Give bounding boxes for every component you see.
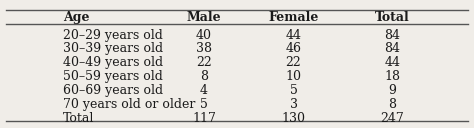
Text: Female: Female — [268, 11, 319, 24]
Text: 3: 3 — [290, 98, 298, 111]
Text: 22: 22 — [286, 56, 301, 69]
Text: 30–39 years old: 30–39 years old — [63, 42, 163, 55]
Text: 5: 5 — [290, 84, 298, 97]
Text: Age: Age — [63, 11, 89, 24]
Text: Total: Total — [375, 11, 410, 24]
Text: 22: 22 — [196, 56, 212, 69]
Text: 44: 44 — [384, 56, 401, 69]
Text: 44: 44 — [285, 29, 301, 42]
Text: 4: 4 — [200, 84, 208, 97]
Text: 18: 18 — [384, 70, 401, 83]
Text: 20–29 years old: 20–29 years old — [63, 29, 163, 42]
Text: 40–49 years old: 40–49 years old — [63, 56, 163, 69]
Text: 46: 46 — [285, 42, 301, 55]
Text: 70 years old or older: 70 years old or older — [63, 98, 195, 111]
Text: 5: 5 — [200, 98, 208, 111]
Text: 50–59 years old: 50–59 years old — [63, 70, 163, 83]
Text: 247: 247 — [381, 112, 404, 125]
Text: 130: 130 — [282, 112, 306, 125]
Text: 10: 10 — [285, 70, 301, 83]
Text: 8: 8 — [389, 98, 397, 111]
Text: 117: 117 — [192, 112, 216, 125]
Text: 84: 84 — [384, 29, 401, 42]
Text: 60–69 years old: 60–69 years old — [63, 84, 163, 97]
Text: 8: 8 — [200, 70, 208, 83]
Text: Male: Male — [187, 11, 221, 24]
Text: 40: 40 — [196, 29, 212, 42]
Text: Total: Total — [63, 112, 94, 125]
Text: 84: 84 — [384, 42, 401, 55]
Text: 9: 9 — [389, 84, 396, 97]
Text: 38: 38 — [196, 42, 212, 55]
